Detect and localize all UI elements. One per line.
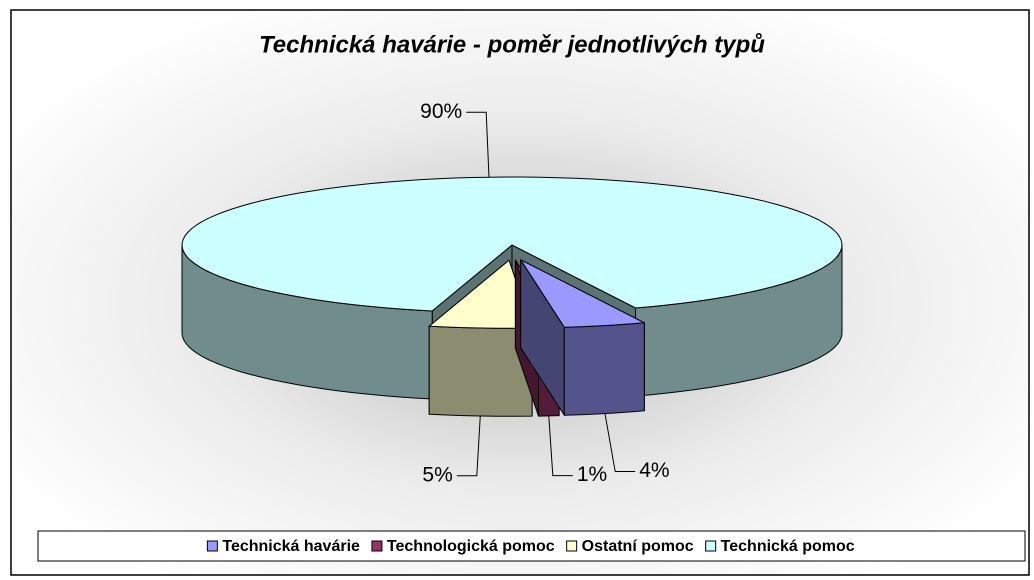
data-label: 5% bbox=[422, 463, 452, 486]
legend-item: Technická pomoc bbox=[705, 538, 855, 555]
chart-title: Technická havárie - poměr jednotlivých t… bbox=[259, 31, 765, 58]
data-label: 1% bbox=[577, 463, 607, 486]
legend-item: Technická havárie bbox=[206, 538, 360, 555]
slice bbox=[181, 176, 843, 312]
legend-swatch bbox=[705, 540, 717, 552]
slice-wall bbox=[563, 322, 645, 416]
leader-line bbox=[604, 413, 636, 473]
leader-line bbox=[466, 111, 490, 178]
data-label: 4% bbox=[639, 459, 669, 482]
legend-label: Technická pomoc bbox=[721, 538, 855, 555]
legend-box bbox=[37, 530, 1026, 562]
legend-item: Ostatní pomoc bbox=[566, 538, 694, 555]
legend-item: Technologická pomoc bbox=[371, 538, 555, 555]
legend: Technická havárie Technologická pomoc Osta… bbox=[206, 538, 855, 555]
legend-label: Ostatní pomoc bbox=[582, 538, 694, 555]
legend-swatch bbox=[206, 540, 218, 552]
legend-swatch bbox=[371, 540, 383, 552]
legend-label: Technická havárie bbox=[222, 538, 360, 555]
pie: 4% 1% 5% 90% bbox=[181, 100, 843, 486]
leader-line bbox=[456, 415, 481, 477]
data-label: 90% bbox=[420, 100, 462, 123]
legend-swatch bbox=[566, 540, 578, 552]
leader-line bbox=[548, 415, 573, 477]
slice bbox=[520, 259, 645, 328]
legend-label: Technologická pomoc bbox=[387, 538, 555, 555]
